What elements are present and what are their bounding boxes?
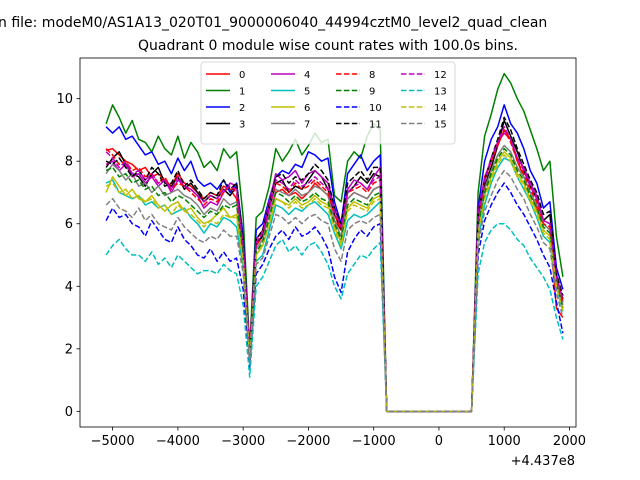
legend-label-3: 3 [239, 120, 245, 131]
x-tick-label: −5000 [91, 434, 135, 449]
x-tick-label: −2000 [286, 434, 330, 449]
axes-group: −5000 −4000 −3000 −2000 −1000 0 1000 2000 0 2 4 6 8 1… [56, 57, 586, 449]
x-tick-label: −4000 [156, 434, 200, 449]
series-group [105, 72, 564, 413]
legend-label-11: 11 [369, 120, 382, 131]
x-tick-label: −1000 [352, 434, 396, 449]
series-line-2 [105, 104, 564, 413]
series-line-1 [105, 72, 564, 413]
y-tick-label: 4 [65, 280, 73, 295]
series-line-15 [105, 169, 564, 413]
x-tick-label: −3000 [221, 434, 265, 449]
y-tick-label: 6 [65, 217, 73, 232]
legend-label-7: 7 [304, 120, 310, 131]
series-line-9 [105, 147, 564, 413]
x-offset-label: +4.437e8 [511, 454, 575, 469]
y-tick-label: 8 [65, 155, 73, 170]
y-tick-label: 0 [65, 405, 73, 420]
legend-label-8: 8 [369, 70, 375, 81]
legend-label-6: 6 [304, 103, 310, 114]
legend-label-5: 5 [304, 87, 310, 98]
series-line-8 [105, 129, 564, 413]
legend-label-1: 1 [239, 87, 245, 98]
legend-label-9: 9 [369, 87, 375, 98]
series-line-12 [105, 126, 564, 413]
legend-label-14: 14 [434, 103, 447, 114]
y-tick-label: 10 [56, 92, 73, 107]
x-tick-label: 2000 [553, 434, 586, 449]
series-line-14 [105, 154, 564, 413]
series-line-10 [105, 182, 564, 413]
legend-label-15: 15 [434, 120, 447, 131]
chart-title: Quadrant 0 module wise count rates with … [138, 38, 518, 54]
series-line-11 [105, 116, 564, 413]
figure-suptitle: n file: modeM0/AS1A13_020T01_9000006040_… [0, 15, 547, 31]
legend-label-2: 2 [239, 103, 245, 114]
legend-label-12: 12 [434, 70, 447, 81]
legend-label-4: 4 [304, 70, 310, 81]
x-tick-label: 0 [435, 434, 443, 449]
legend-frame [200, 61, 456, 145]
legend-label-10: 10 [369, 103, 382, 114]
series-line-6 [105, 151, 564, 413]
x-tick-label: 1000 [488, 434, 521, 449]
legend-label-13: 13 [434, 87, 447, 98]
legend-label-0: 0 [239, 70, 245, 81]
series-line-13 [105, 222, 564, 413]
y-tick-label: 2 [65, 342, 73, 357]
series-line-7 [105, 144, 564, 413]
axes-frame [79, 57, 577, 428]
